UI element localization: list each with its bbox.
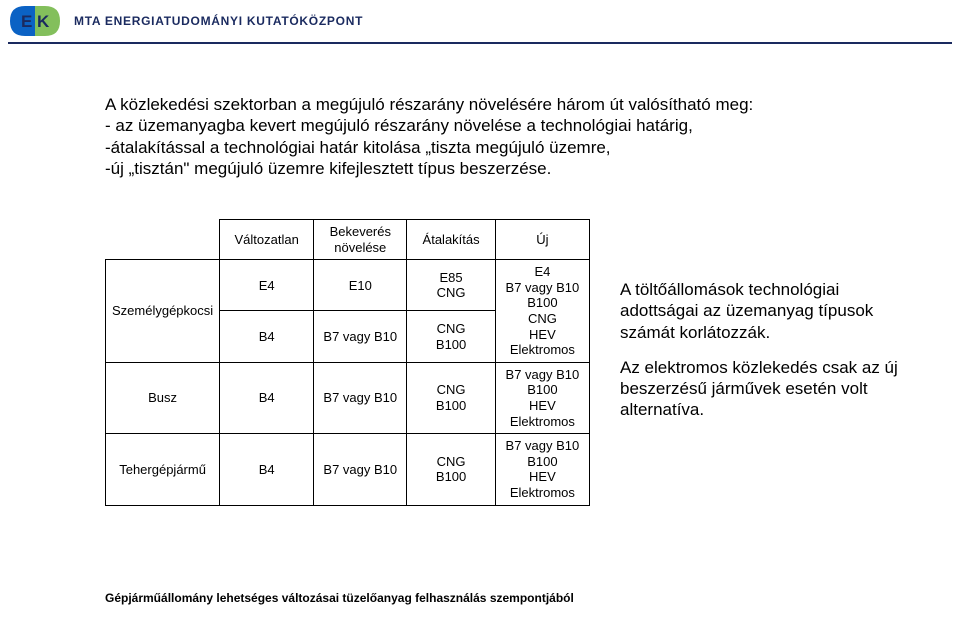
- page-root: E K MTA ENERGIATUDOMÁNYI KUTATÓKÖZPONT A…: [0, 0, 960, 619]
- cell: B4: [220, 362, 314, 433]
- cell: E10: [314, 260, 407, 311]
- cell: B4: [220, 434, 314, 505]
- cell: CNGB100: [407, 434, 495, 505]
- bullet-2: -átalakítással a technológiai határ kito…: [105, 137, 890, 158]
- table-row: Busz B4 B7 vagy B10 CNGB100 B7 vagy B10B…: [106, 362, 590, 433]
- cell: B7 vagy B10: [314, 434, 407, 505]
- svg-text:K: K: [37, 12, 50, 31]
- org-logo: E K: [8, 4, 62, 38]
- vehicle-table: Változatlan Bekeverésnövelése Átalakítás…: [105, 219, 590, 506]
- org-title: MTA ENERGIATUDOMÁNYI KUTATÓKÖZPONT: [74, 14, 363, 28]
- col-conversion: Átalakítás: [407, 220, 495, 260]
- table-header-blank: [106, 220, 220, 260]
- cell: B7 vagy B10: [314, 311, 407, 362]
- table-row: Személygépkocsi E4 E10 E85CNG E4B7 vagy …: [106, 260, 590, 311]
- row-car-label: Személygépkocsi: [106, 260, 220, 363]
- cell: B7 vagy B10B100HEVElektromos: [495, 362, 589, 433]
- table-row: Tehergépjármű B4 B7 vagy B10 CNGB100 B7 …: [106, 434, 590, 505]
- bullet-3: -új „tisztán" megújuló üzemre kifejleszt…: [105, 158, 890, 179]
- cell: E4: [220, 260, 314, 311]
- cell: E85CNG: [407, 260, 495, 311]
- table-header-row: Változatlan Bekeverésnövelése Átalakítás…: [106, 220, 590, 260]
- cell: CNGB100: [407, 311, 495, 362]
- cell: B4: [220, 311, 314, 362]
- cell: CNGB100: [407, 362, 495, 433]
- lower-region: Változatlan Bekeverésnövelése Átalakítás…: [0, 179, 960, 506]
- cell: E4B7 vagy B10B100CNGHEVElektromos: [495, 260, 589, 363]
- body-text: A közlekedési szektorban a megújuló rész…: [0, 44, 960, 179]
- svg-text:E: E: [21, 12, 32, 31]
- bullet-1: - az üzemanyagba kevert megújuló részará…: [105, 115, 890, 136]
- row-truck-label: Tehergépjármű: [106, 434, 220, 505]
- side-p1: A töltőállomások technológiai adottságai…: [620, 279, 900, 343]
- page-header: E K MTA ENERGIATUDOMÁNYI KUTATÓKÖZPONT: [0, 0, 960, 42]
- col-unchanged: Változatlan: [220, 220, 314, 260]
- table-wrapper: Változatlan Bekeverésnövelése Átalakítás…: [105, 219, 590, 506]
- cell: B7 vagy B10: [314, 362, 407, 433]
- side-p2: Az elektromos közlekedés csak az új besz…: [620, 357, 900, 421]
- col-mixing: Bekeverésnövelése: [314, 220, 407, 260]
- cell: B7 vagy B10B100HEVElektromos: [495, 434, 589, 505]
- side-note: A töltőállomások technológiai adottságai…: [620, 219, 900, 421]
- intro-line: A közlekedési szektorban a megújuló rész…: [105, 94, 890, 115]
- col-new: Új: [495, 220, 589, 260]
- footer-caption: Gépjárműállomány lehetséges változásai t…: [105, 591, 574, 605]
- row-bus-label: Busz: [106, 362, 220, 433]
